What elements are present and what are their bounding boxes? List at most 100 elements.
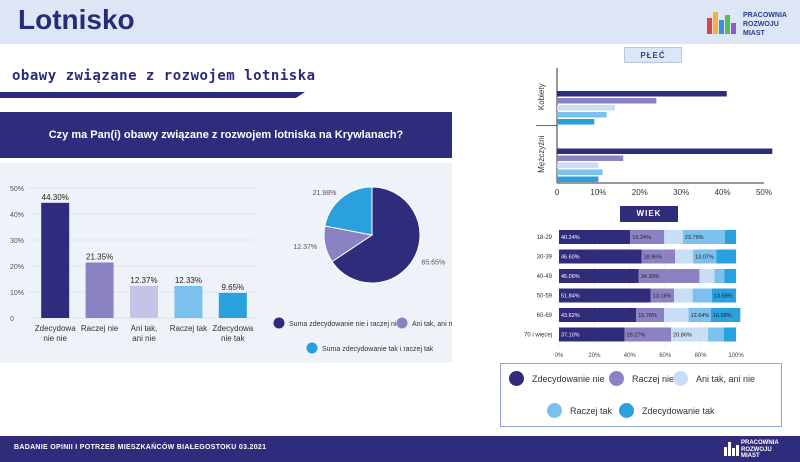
x-tick-label: 40% <box>715 188 731 197</box>
segment-value-label: 40.24% <box>561 235 580 241</box>
bar-segment <box>711 288 736 303</box>
segment-value-label: 26.27% <box>627 333 646 339</box>
x-tick-label: 60% <box>659 353 672 359</box>
segment-value-label: 16.59% <box>713 313 732 319</box>
bar-segment <box>716 249 736 264</box>
y-tick-label: 30% <box>10 238 24 245</box>
pie-legend-label: Suma zdecydowanie tak i raczej tak <box>322 346 434 353</box>
y-tick-label: 40% <box>10 212 24 219</box>
segment-value-label: 15.78% <box>638 313 657 319</box>
bar-value-label: 44.30% <box>42 193 69 202</box>
bar-segment <box>559 327 625 342</box>
logo: PRACOWNIA ROZWOJU MIAST <box>705 8 795 38</box>
bar-segment <box>724 230 736 244</box>
segment-value-label: 13.07% <box>695 255 714 261</box>
overall-bar-chart: 010%20%30%40%50%44.30%Zdecydowanie nie21… <box>10 186 255 343</box>
x-tick-label: nie nie <box>43 334 67 343</box>
bar <box>41 202 70 318</box>
legend-label: Zdecydowanie nie <box>532 373 605 384</box>
bar <box>557 169 603 175</box>
pie-slice <box>324 186 373 236</box>
bar-segment <box>693 249 717 264</box>
segment-value-label: 45.06% <box>561 274 580 280</box>
category-label: 60-69 <box>537 313 553 319</box>
category-label: 50-59 <box>537 294 553 300</box>
bar-segment <box>636 308 665 322</box>
x-tick-label: Ani tak, <box>131 324 158 333</box>
bar <box>557 155 624 161</box>
legend-label: Raczej nie <box>632 373 675 384</box>
legend-swatch <box>619 403 634 418</box>
x-tick-label: Zdecydowa <box>212 324 253 333</box>
footer-text: BADANIE OPINII I POTRZEB MIESZKAŃCÓW BIA… <box>14 444 267 451</box>
bar-segment <box>664 230 683 244</box>
segment-value-label: 37.10% <box>561 333 580 339</box>
category-label: 40-49 <box>537 274 553 280</box>
bar-segment <box>559 249 642 264</box>
bar <box>557 162 599 168</box>
bar <box>174 285 203 318</box>
bar <box>85 262 114 318</box>
legend-item: Raczej nie <box>609 371 674 386</box>
bar-segment <box>724 327 736 342</box>
x-tick-label: 20% <box>588 353 601 359</box>
pie-chart: 65.65% 12.37% 21.98% Suma zdecydowanie nie … <box>273 186 452 354</box>
page-title: Lotnisko <box>18 4 135 35</box>
age-section-label: WIEK <box>620 206 678 222</box>
bar <box>130 285 158 318</box>
section-underline <box>0 92 305 98</box>
legend-swatch <box>509 371 524 386</box>
bar-segment <box>638 269 700 283</box>
bar-segment <box>671 327 709 342</box>
legend-label: Zdecydowanie tak <box>642 405 715 416</box>
bar <box>557 112 607 118</box>
bar-segment <box>688 308 711 322</box>
legend-swatch <box>673 371 688 386</box>
bar-value-label: 12.37% <box>130 276 157 285</box>
category-label: 18-29 <box>537 235 553 241</box>
bar-segment <box>559 308 637 322</box>
bar-value-label: 21.35% <box>86 252 113 261</box>
bar-segment <box>630 230 665 244</box>
segment-value-label: 18.96% <box>643 255 662 261</box>
pie-legend-swatch <box>306 342 318 354</box>
x-tick-label: 0 <box>555 188 560 197</box>
y-tick-label: 10% <box>10 290 24 297</box>
x-tick-label: 100% <box>728 353 744 359</box>
x-tick-label: 40% <box>624 353 637 359</box>
x-tick-label: Raczej nie <box>81 324 119 333</box>
bar <box>557 176 599 182</box>
x-tick-label: 30% <box>673 188 689 197</box>
footer-logo: PRACOWNIA ROZWOJU MIAST <box>723 439 797 459</box>
y-tick-label: 0 <box>10 316 14 323</box>
bar-segment <box>724 269 736 283</box>
pie-value-label: 65.65% <box>421 259 445 266</box>
footer-bar: BADANIE OPINII I POTRZEB MIESZKAŃCÓW BIA… <box>0 436 800 462</box>
bar-value-label: 12.33% <box>175 276 202 285</box>
bar-segment <box>624 327 672 342</box>
x-tick-label: 20% <box>632 188 648 197</box>
segment-value-label: 20.86% <box>673 333 692 339</box>
bar-segment <box>675 249 694 264</box>
bar-segment <box>692 288 712 303</box>
x-tick-label: Zdecydowa <box>35 324 76 333</box>
bar-segment <box>664 308 689 322</box>
bar-value-label: 9.65% <box>221 283 244 292</box>
segment-value-label: 13.16% <box>653 294 672 300</box>
footer-logo-icon <box>724 442 739 456</box>
gender-bar-chart: Kobiety Mężczyźni 0 10% 20% 30% 40% 50% <box>536 68 773 197</box>
category-label: Mężczyźni <box>537 135 546 173</box>
x-tick-label: 80% <box>695 353 708 359</box>
logo-bars-icon <box>707 12 736 34</box>
segment-value-label: 23.79% <box>685 235 704 241</box>
legend-item: Zdecydowanie nie <box>509 371 605 386</box>
bar <box>557 119 595 125</box>
bar-segment <box>708 327 725 342</box>
bar <box>557 105 615 111</box>
bar-segment <box>641 249 676 264</box>
legend-item: Zdecydowanie tak <box>619 403 715 418</box>
gender-section-label: PŁEĆ <box>624 47 682 63</box>
category-label: Kobiety <box>537 83 546 110</box>
legend-label: Raczej tak <box>570 405 613 416</box>
bar-segment <box>559 288 651 303</box>
